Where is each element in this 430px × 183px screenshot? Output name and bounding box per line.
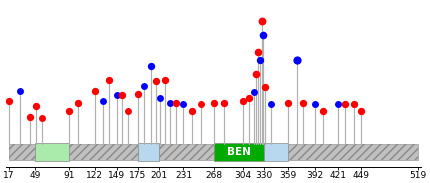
Point [319, 109, 326, 112]
Point [167, 101, 174, 104]
Point [210, 101, 217, 104]
Point [300, 101, 307, 104]
Point [350, 103, 357, 106]
Point [141, 84, 148, 87]
Point [188, 109, 195, 112]
Point [6, 100, 12, 103]
Point [311, 103, 318, 106]
Bar [9, 144, 418, 160]
Bar [9, 144, 418, 160]
Point [33, 104, 40, 107]
Point [99, 100, 106, 103]
Point [251, 91, 258, 94]
Point [357, 109, 364, 112]
Point [106, 78, 113, 81]
Point [91, 89, 98, 92]
Point [161, 78, 168, 81]
Point [147, 64, 154, 67]
Point [66, 109, 73, 112]
Point [335, 103, 341, 106]
Point [26, 115, 33, 118]
Point [180, 103, 187, 106]
Point [197, 103, 204, 106]
Point [252, 72, 259, 75]
Point [135, 92, 141, 95]
Point [38, 117, 45, 120]
Point [255, 51, 262, 53]
Point [113, 94, 120, 97]
Point [284, 101, 291, 104]
Point [125, 109, 132, 112]
Point [245, 97, 252, 100]
Point [16, 89, 23, 92]
Point [240, 100, 246, 103]
Point [173, 101, 180, 104]
Bar [35, 143, 69, 161]
Bar [138, 143, 159, 161]
Point [257, 58, 264, 61]
Point [152, 80, 159, 83]
Bar [214, 143, 264, 161]
Point [260, 34, 267, 37]
Point [221, 101, 227, 104]
Text: BEN: BEN [227, 147, 251, 157]
Point [341, 103, 348, 106]
Point [267, 103, 274, 106]
Point [119, 94, 126, 97]
Point [293, 58, 300, 61]
Point [75, 101, 82, 104]
Point [157, 97, 163, 100]
Point [261, 86, 268, 89]
Bar [264, 143, 288, 161]
Point [258, 20, 265, 23]
